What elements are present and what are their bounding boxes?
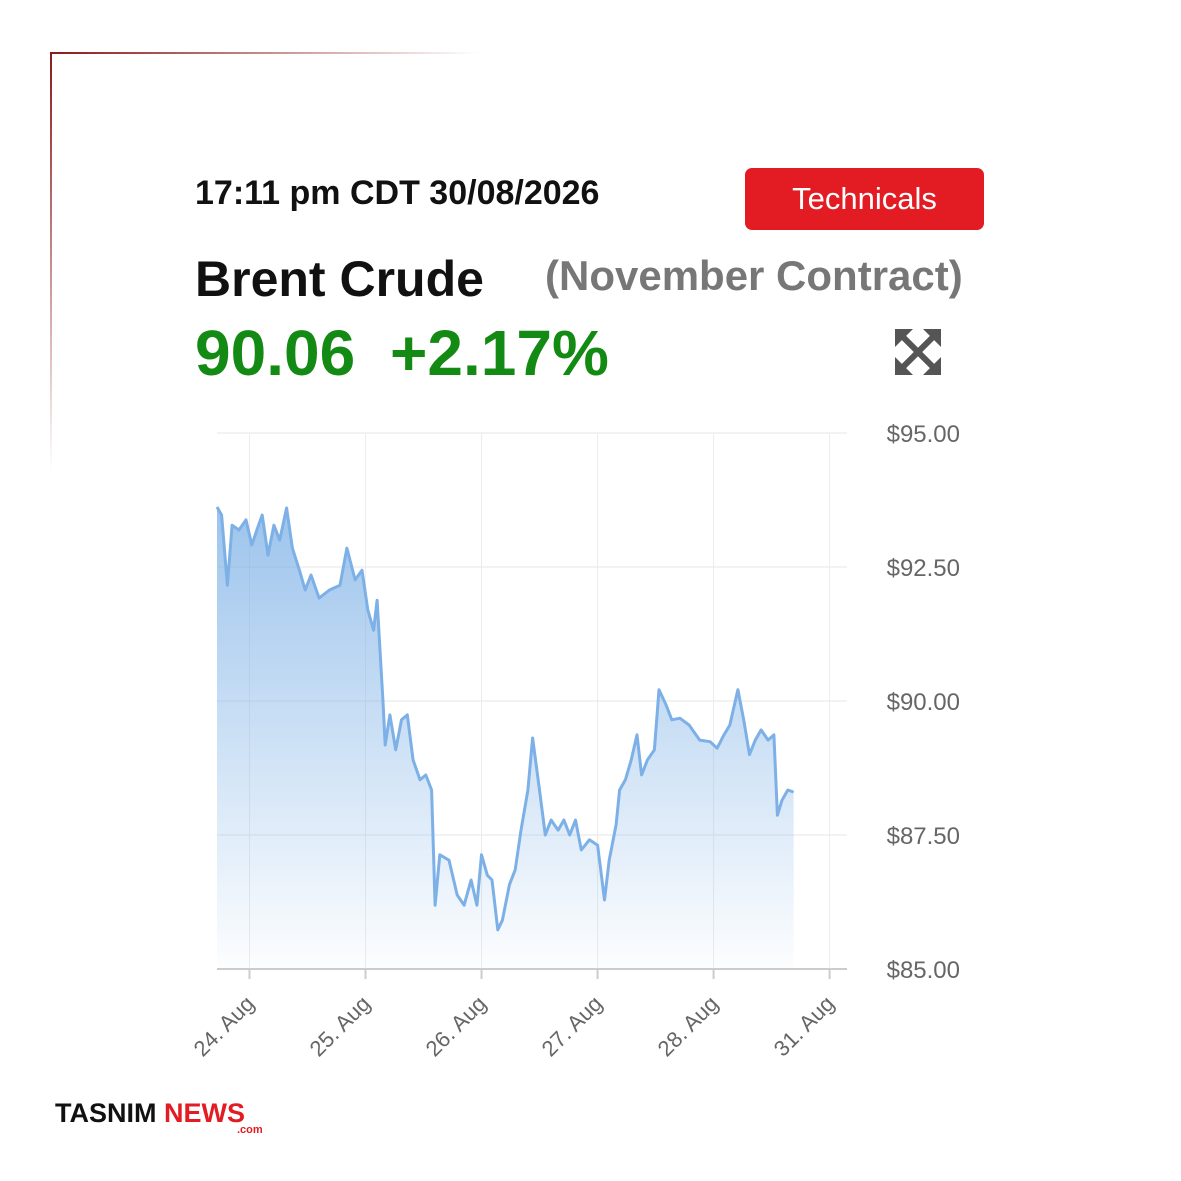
y-tick-label: $92.50	[887, 555, 960, 582]
chart: $85.00 $87.50 $90.00 $92.50 $95.00 24. Aug 25.…	[189, 421, 960, 1061]
brand-news: NEWS	[164, 1098, 246, 1128]
brand: TASNIM	[55, 1098, 157, 1128]
x-tick-label: 24. Aug	[189, 991, 259, 1061]
brand-logo: TASNIM NEWS .com	[55, 1098, 263, 1136]
contract-subtitle: (November Contract)	[545, 252, 963, 299]
y-tick-label: $95.00	[887, 421, 960, 448]
price-line	[215, 506, 795, 932]
technicals-button[interactable]: Technicals	[745, 168, 984, 230]
change: +2.17%	[390, 317, 609, 389]
x-tick-label: 27. Aug	[537, 991, 607, 1061]
price: 90.06	[195, 317, 356, 389]
x-tick-label: 25. Aug	[305, 991, 375, 1061]
x-tick-label: 26. Aug	[421, 991, 491, 1061]
y-tick-label: $90.00	[887, 689, 960, 716]
x-tick-label: 31. Aug	[769, 991, 839, 1061]
brand-domain: .com	[237, 1124, 263, 1136]
frame-top	[50, 52, 480, 54]
x-tick-label: 28. Aug	[653, 991, 723, 1061]
instrument-title: Brent Crude	[195, 251, 484, 307]
y-tick-label: $87.50	[887, 823, 960, 850]
y-tick-label: $85.00	[887, 957, 960, 984]
area-fill	[217, 507, 794, 969]
timestamp: 17:11 pm CDT 30/08/2026	[195, 174, 600, 212]
frame-left	[50, 52, 52, 472]
expand-icon[interactable]	[893, 327, 943, 377]
